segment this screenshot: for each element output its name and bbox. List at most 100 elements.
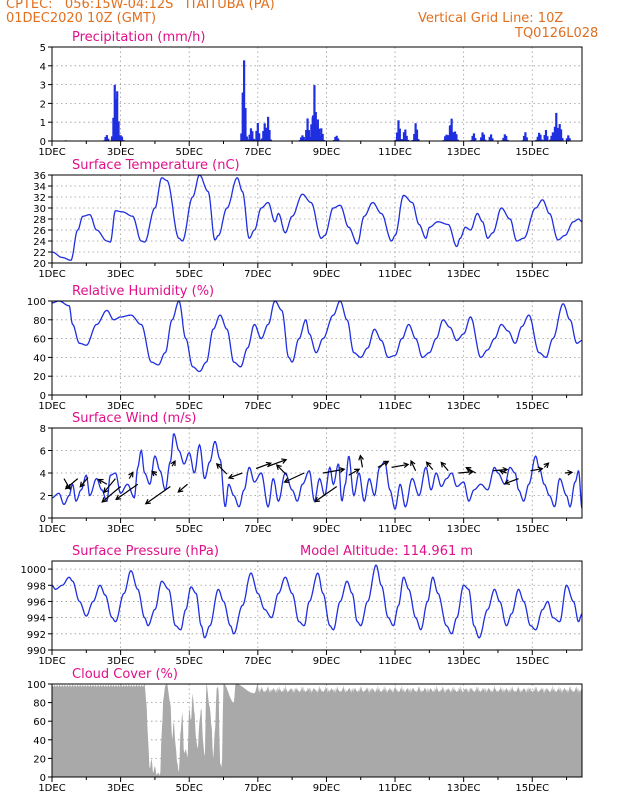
precip-bar bbox=[539, 134, 542, 141]
precip-bar bbox=[546, 136, 549, 141]
wind-arrow-head bbox=[283, 477, 290, 484]
series-line bbox=[51, 174, 583, 261]
precip-bar bbox=[491, 138, 494, 141]
y-tick-label: 998 bbox=[27, 581, 46, 592]
panel-frame bbox=[51, 560, 583, 651]
wind-arrow-head bbox=[227, 473, 234, 480]
wind-arrow bbox=[359, 455, 364, 468]
precip-bar bbox=[559, 129, 563, 141]
wind-arrow bbox=[466, 467, 476, 474]
x-tick-label: 1DEC bbox=[38, 269, 65, 280]
precip-bar bbox=[482, 134, 485, 141]
precip-bar bbox=[120, 136, 124, 141]
wind-arrow-head bbox=[425, 461, 432, 468]
precip-bar bbox=[255, 130, 258, 141]
panel-title: Surface Pressure (hPa) bbox=[72, 544, 219, 559]
precip-bar bbox=[543, 135, 546, 141]
precip-bar bbox=[303, 139, 306, 141]
wind-arrow-head bbox=[339, 467, 346, 473]
wind-arrow bbox=[177, 483, 188, 493]
precip-bar bbox=[540, 139, 543, 141]
y-tick-label: 3 bbox=[40, 81, 46, 92]
x-tick-label: 11DEC bbox=[378, 524, 412, 535]
wind-arrow-head bbox=[383, 460, 390, 466]
precip-bar bbox=[307, 130, 311, 141]
precip-bar bbox=[535, 139, 538, 141]
wind-arrow-head bbox=[498, 469, 505, 475]
precip-bar bbox=[451, 132, 455, 141]
wind-arrow-head bbox=[410, 459, 416, 466]
panel-title: Cloud Cover (%) bbox=[72, 667, 178, 682]
wind-arrow bbox=[377, 460, 389, 468]
x-tick-label: 1DEC bbox=[38, 524, 65, 535]
y-tick-label: 0 bbox=[40, 773, 46, 784]
y-tick-label: 28 bbox=[33, 215, 46, 226]
x-tick-label: 13DEC bbox=[447, 147, 481, 158]
wind-arrow bbox=[63, 478, 71, 490]
x-tick-label: 3DEC bbox=[107, 147, 134, 158]
precip-bar bbox=[402, 132, 406, 141]
precip-bar bbox=[484, 139, 487, 141]
wind-arrow bbox=[426, 461, 434, 471]
precip-bar bbox=[247, 139, 250, 141]
precip-bar bbox=[253, 139, 257, 141]
x-tick-label: 7DEC bbox=[244, 524, 271, 535]
wind-arrow bbox=[115, 483, 139, 500]
x-tick-label: 9DEC bbox=[313, 147, 340, 158]
y-tick-label: 34 bbox=[33, 182, 46, 193]
precip-bar bbox=[417, 139, 420, 141]
header-station: CPTEC: 056:15W-04:12S ITAITUBA (PA) bbox=[6, 0, 275, 12]
panel-title: Surface Temperature (nC) bbox=[72, 158, 240, 173]
wind-arrow bbox=[101, 486, 121, 503]
x-tick-label: 11DEC bbox=[378, 656, 412, 667]
precip-bar bbox=[116, 91, 119, 141]
y-tick-label: 20 bbox=[33, 259, 46, 270]
precip-bar bbox=[314, 137, 317, 141]
x-tick-label: 11DEC bbox=[378, 783, 412, 794]
precip-bar bbox=[453, 131, 457, 141]
precip-bar bbox=[406, 139, 410, 141]
wind-arrow-head bbox=[275, 464, 282, 471]
wind-arrow-head bbox=[144, 498, 151, 505]
y-tick-label: 26 bbox=[33, 226, 46, 237]
wind-arrow-head bbox=[97, 478, 104, 485]
y-tick-label: 40 bbox=[33, 353, 46, 364]
y-tick-label: 4 bbox=[40, 62, 46, 73]
precip-bar bbox=[413, 133, 416, 141]
precip-bar bbox=[104, 136, 107, 141]
wind-arrow bbox=[458, 471, 473, 474]
precip-bar bbox=[522, 135, 526, 141]
wind-arrow bbox=[98, 478, 108, 485]
precip-bar bbox=[315, 124, 318, 141]
wind-arrow-head bbox=[503, 479, 511, 485]
wind-arrow bbox=[410, 460, 417, 472]
panel-frame bbox=[51, 683, 583, 778]
y-tick-label: 32 bbox=[33, 193, 46, 204]
precip-bar bbox=[262, 130, 265, 141]
x-tick-label: 1DEC bbox=[38, 783, 65, 794]
y-tick-label: 60 bbox=[33, 335, 46, 346]
precip-bar bbox=[113, 135, 116, 141]
precip-bar bbox=[269, 139, 272, 141]
wind-arrow bbox=[255, 462, 271, 470]
precip-bar bbox=[299, 137, 303, 141]
precip-bar bbox=[265, 128, 268, 141]
y-tick-label: 0 bbox=[40, 514, 46, 525]
precip-bar bbox=[245, 136, 248, 141]
precip-bar bbox=[480, 137, 483, 141]
y-tick-label: 20 bbox=[33, 754, 46, 765]
precip-bar bbox=[243, 60, 246, 141]
precip-bar bbox=[557, 129, 560, 141]
precip-bar bbox=[264, 139, 267, 141]
precip-bar bbox=[322, 139, 326, 141]
precip-bar bbox=[110, 136, 114, 141]
precip-bar bbox=[474, 137, 477, 141]
wind-arrow-head bbox=[502, 466, 509, 473]
precip-bar bbox=[414, 123, 417, 141]
precip-bar bbox=[396, 132, 399, 141]
x-tick-label: 13DEC bbox=[447, 783, 481, 794]
x-tick-label: 1DEC bbox=[38, 656, 65, 667]
x-tick-label: 7DEC bbox=[244, 656, 271, 667]
precip-bar bbox=[525, 137, 528, 141]
